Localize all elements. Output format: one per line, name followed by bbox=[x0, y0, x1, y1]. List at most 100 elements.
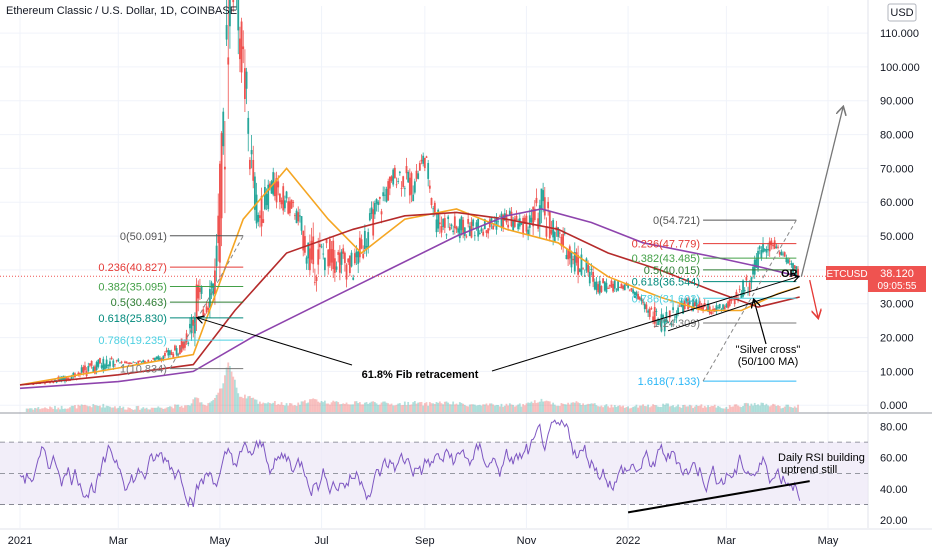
volume-bar bbox=[503, 405, 506, 412]
volume-bar bbox=[180, 405, 183, 412]
candle bbox=[770, 240, 773, 246]
volume-bar bbox=[189, 405, 191, 412]
candle bbox=[615, 289, 618, 291]
volume-bar bbox=[410, 404, 413, 412]
volume-bar bbox=[428, 402, 431, 412]
candle bbox=[189, 323, 191, 329]
candle bbox=[757, 250, 759, 269]
candle bbox=[760, 249, 763, 259]
candle bbox=[139, 360, 141, 362]
volume-bar bbox=[570, 402, 573, 412]
candle bbox=[318, 244, 321, 248]
volume-bar bbox=[230, 371, 233, 412]
volume-bar bbox=[473, 404, 476, 412]
fib-pointer-right bbox=[491, 277, 798, 372]
bear-arrow bbox=[809, 279, 818, 317]
candle bbox=[550, 229, 553, 234]
volume-bar bbox=[690, 405, 693, 412]
volume-bar bbox=[722, 408, 724, 412]
volume-bar bbox=[455, 403, 458, 412]
volume-bar bbox=[67, 408, 70, 412]
volume-bar bbox=[350, 404, 353, 412]
candle bbox=[512, 220, 515, 231]
volume-bar bbox=[287, 405, 290, 412]
candle bbox=[275, 178, 278, 203]
volume-bar bbox=[164, 408, 166, 412]
candle bbox=[573, 252, 576, 272]
candle bbox=[428, 185, 431, 189]
candle bbox=[637, 294, 639, 300]
candle bbox=[325, 239, 328, 244]
volume-bar bbox=[89, 406, 91, 412]
volume-bar bbox=[670, 405, 673, 412]
candle bbox=[387, 181, 390, 201]
volume-bar bbox=[752, 405, 754, 412]
volume-bar bbox=[75, 408, 78, 412]
candle bbox=[240, 21, 243, 73]
fib-trend-line bbox=[169, 235, 244, 369]
candle bbox=[632, 289, 634, 294]
volume-bar bbox=[327, 403, 330, 412]
volume-bar bbox=[90, 407, 93, 412]
volume-bar bbox=[697, 405, 699, 412]
volume-bar bbox=[130, 409, 133, 412]
candle bbox=[642, 299, 644, 304]
volume-bar bbox=[348, 404, 351, 412]
volume-bar bbox=[745, 402, 748, 412]
candle bbox=[633, 291, 636, 298]
candle bbox=[32, 384, 35, 385]
volume-bar bbox=[523, 405, 526, 412]
candle bbox=[350, 252, 353, 267]
volume-bar bbox=[407, 401, 410, 412]
volume-bar bbox=[703, 405, 706, 412]
candle bbox=[305, 257, 308, 264]
volume-bar bbox=[600, 405, 603, 412]
candle bbox=[162, 356, 165, 361]
volume-bar bbox=[767, 405, 769, 412]
volume-bar bbox=[288, 403, 291, 412]
volume-bar bbox=[145, 407, 148, 412]
volume-bar bbox=[442, 404, 445, 412]
volume-bar bbox=[612, 407, 614, 412]
volume-bar bbox=[92, 404, 95, 412]
candle bbox=[772, 244, 774, 247]
volume-bar bbox=[547, 401, 550, 412]
fib-level-label: 1(10.834) bbox=[120, 364, 167, 376]
volume-bar bbox=[487, 405, 490, 412]
volume-bar bbox=[545, 400, 548, 412]
volume-bar bbox=[157, 406, 160, 412]
volume-bar bbox=[363, 402, 366, 412]
candle bbox=[155, 356, 158, 359]
volume-bar bbox=[773, 404, 776, 412]
volume-bar bbox=[280, 402, 283, 412]
volume-bar bbox=[507, 405, 510, 412]
volume-bar bbox=[117, 407, 120, 412]
candle bbox=[572, 258, 575, 261]
volume-bar bbox=[277, 403, 280, 412]
fib-level-label: 0(54.721) bbox=[653, 215, 700, 227]
candle bbox=[480, 228, 483, 232]
candle bbox=[605, 282, 608, 293]
volume-bar bbox=[683, 404, 686, 412]
candle bbox=[174, 345, 176, 351]
candle bbox=[673, 319, 676, 321]
candle bbox=[313, 281, 316, 283]
volume-bar bbox=[395, 404, 398, 412]
candle bbox=[507, 224, 510, 228]
candle bbox=[578, 269, 581, 272]
volume-bar bbox=[77, 404, 80, 412]
volume-bar bbox=[492, 404, 495, 412]
candle bbox=[104, 364, 106, 370]
volume-bar bbox=[214, 398, 216, 412]
candle bbox=[282, 186, 285, 211]
candle bbox=[775, 246, 778, 249]
volume-bar bbox=[229, 366, 231, 412]
candle bbox=[229, 0, 231, 27]
candle bbox=[442, 218, 445, 227]
rsi-annotation: Daily RSI building bbox=[778, 452, 865, 464]
last-price: 38.120 bbox=[880, 268, 914, 280]
volume-bar bbox=[643, 406, 646, 412]
currency-button[interactable] bbox=[887, 3, 917, 22]
fib-level-label: 0.618(36.544) bbox=[632, 277, 701, 289]
